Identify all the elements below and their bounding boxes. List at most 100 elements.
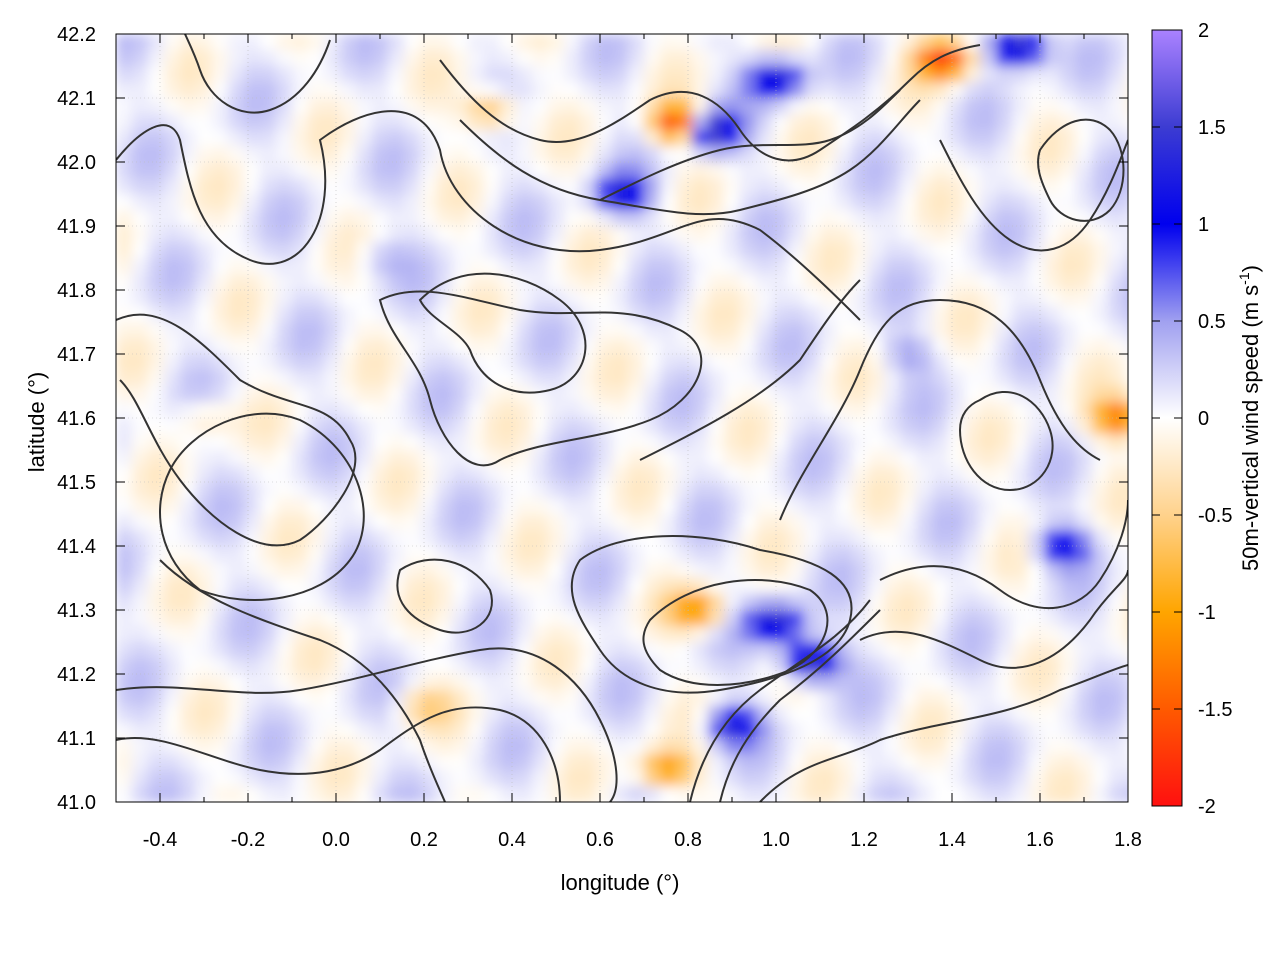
field-cell bbox=[340, 258, 357, 275]
field-cell bbox=[244, 466, 261, 483]
field-cell bbox=[756, 530, 773, 547]
field-cell bbox=[324, 290, 341, 307]
terrain-contour bbox=[859, 569, 1128, 669]
field-cell bbox=[180, 722, 197, 739]
field-cell bbox=[724, 370, 741, 387]
field-cell bbox=[484, 130, 501, 147]
field-cell bbox=[564, 738, 581, 755]
field-cell bbox=[804, 354, 821, 371]
field-cell bbox=[916, 162, 933, 179]
field-cell bbox=[628, 642, 645, 659]
field-cell bbox=[1092, 578, 1109, 595]
field-cell bbox=[996, 434, 1013, 451]
field-cell bbox=[276, 290, 293, 307]
field-cell bbox=[644, 354, 661, 371]
field-cell bbox=[324, 146, 341, 163]
field-cell bbox=[1076, 402, 1093, 419]
colorbar-tick-label: -2 bbox=[1198, 796, 1216, 818]
field-cell bbox=[324, 258, 341, 275]
field-cell bbox=[788, 210, 805, 227]
field-cell bbox=[500, 402, 517, 419]
field-cell bbox=[1076, 370, 1093, 387]
field-cell bbox=[692, 498, 709, 515]
x-tick-label: 1.4 bbox=[938, 829, 966, 851]
field-cell bbox=[660, 642, 677, 659]
field-cell bbox=[916, 354, 933, 371]
field-cell bbox=[852, 642, 869, 659]
field-cell bbox=[836, 450, 853, 467]
field-cell bbox=[804, 258, 821, 275]
field-cell bbox=[244, 562, 261, 579]
field-cell bbox=[676, 498, 693, 515]
field-cell bbox=[932, 66, 949, 83]
field-cell bbox=[900, 498, 917, 515]
field-cell bbox=[948, 594, 965, 611]
field-cell bbox=[820, 738, 837, 755]
field-cell bbox=[916, 274, 933, 291]
field-cell bbox=[132, 338, 149, 355]
field-cell bbox=[116, 194, 133, 211]
field-cell bbox=[1028, 722, 1045, 739]
field-cell bbox=[788, 162, 805, 179]
field-cell bbox=[420, 642, 437, 659]
field-cell bbox=[500, 610, 517, 627]
field-cell bbox=[212, 786, 229, 802]
field-cell bbox=[772, 530, 789, 547]
field-cell bbox=[980, 194, 997, 211]
field-cell bbox=[148, 594, 165, 611]
field-cell bbox=[1108, 562, 1125, 579]
field-cell bbox=[452, 290, 469, 307]
field-cell bbox=[820, 498, 837, 515]
field-cell bbox=[804, 530, 821, 547]
field-cell bbox=[356, 226, 373, 243]
field-cell bbox=[852, 434, 869, 451]
field-cell bbox=[1060, 290, 1077, 307]
field-cell bbox=[292, 594, 309, 611]
field-cell bbox=[932, 226, 949, 243]
field-cell bbox=[260, 114, 277, 131]
field-cell bbox=[804, 482, 821, 499]
field-cell bbox=[132, 66, 149, 83]
field-cell bbox=[868, 482, 885, 499]
field-cell bbox=[868, 562, 885, 579]
field-cell bbox=[1092, 546, 1109, 563]
field-cell bbox=[1092, 274, 1109, 291]
field-cell bbox=[1124, 258, 1128, 275]
field-cell bbox=[276, 786, 293, 802]
field-cell bbox=[772, 626, 789, 643]
field-cell bbox=[164, 722, 181, 739]
field-cell bbox=[564, 194, 581, 211]
field-cell bbox=[580, 450, 597, 467]
field-cell bbox=[420, 66, 437, 83]
field-cell bbox=[868, 434, 885, 451]
field-cell bbox=[596, 338, 613, 355]
field-cell bbox=[404, 450, 421, 467]
field-cell bbox=[596, 82, 613, 99]
field-cell bbox=[708, 226, 725, 243]
field-cell bbox=[484, 50, 501, 67]
field-cell bbox=[196, 546, 213, 563]
field-cell bbox=[836, 546, 853, 563]
field-cell bbox=[148, 466, 165, 483]
field-cell bbox=[740, 578, 757, 595]
field-cell bbox=[420, 162, 437, 179]
field-cell bbox=[868, 34, 885, 51]
field-cell bbox=[196, 322, 213, 339]
field-cell bbox=[372, 738, 389, 755]
field-cell bbox=[644, 658, 661, 675]
field-cell bbox=[820, 290, 837, 307]
field-cell bbox=[388, 770, 405, 787]
field-cell bbox=[932, 514, 949, 531]
field-cell bbox=[1124, 498, 1128, 515]
field-cell bbox=[116, 98, 133, 115]
field-cell bbox=[276, 50, 293, 67]
field-cell bbox=[820, 466, 837, 483]
field-cell bbox=[500, 738, 517, 755]
field-cell bbox=[1076, 258, 1093, 275]
field-cell bbox=[612, 642, 629, 659]
field-cell bbox=[116, 146, 133, 163]
field-cell bbox=[148, 114, 165, 131]
field-cell bbox=[244, 50, 261, 67]
field-cell bbox=[164, 34, 181, 51]
field-cell bbox=[452, 594, 469, 611]
